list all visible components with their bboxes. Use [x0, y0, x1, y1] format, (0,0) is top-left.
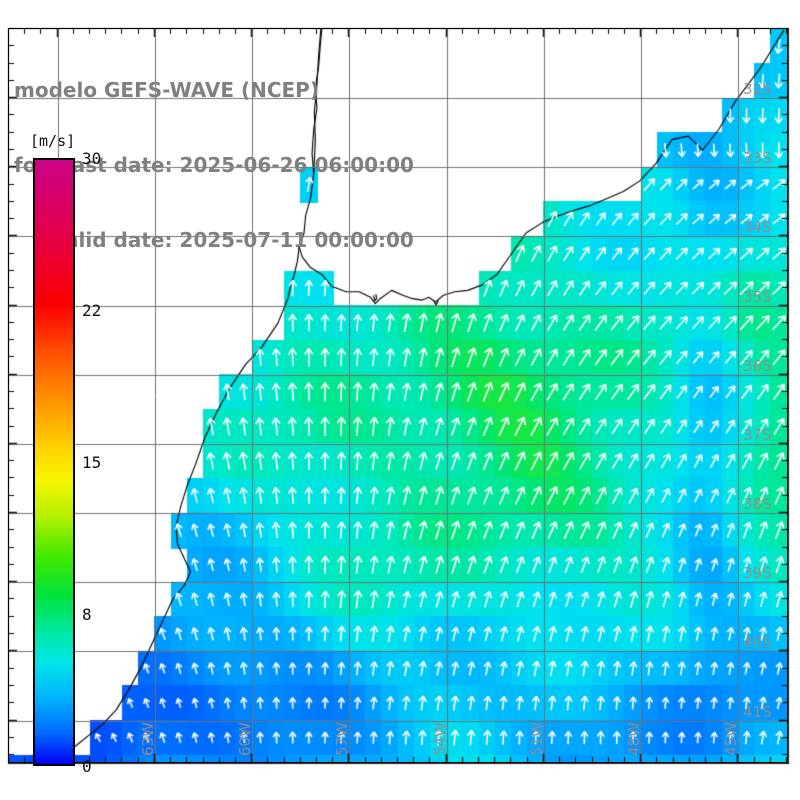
lat-label: 37S [743, 425, 772, 444]
lat-label: 33S [743, 149, 772, 168]
title-line-valid-date: valid date: 2025-07-11 00:00:00 [52, 228, 414, 252]
lat-label: 34S [743, 218, 772, 237]
lon-label: 51W [527, 722, 546, 756]
lat-label: 36S [743, 356, 772, 375]
lat-label: 35S [743, 287, 772, 306]
lat-label: 32S [743, 80, 772, 99]
lon-label: 63W [138, 722, 157, 756]
lon-label: 60W [236, 722, 255, 756]
lat-label: 41S [743, 702, 772, 721]
colorbar-tick-8: 8 [82, 605, 92, 624]
lon-label: 45W [722, 722, 741, 756]
lon-label: 54W [430, 722, 449, 756]
lon-label: 57W [333, 722, 352, 756]
lat-label: 38S [743, 495, 772, 514]
colorbar-tick-30: 30 [82, 149, 102, 168]
colorbar[interactable] [33, 158, 75, 766]
colorbar-gradient [33, 158, 75, 766]
title-line-model: modelo GEFS-WAVE (NCEP) [14, 78, 319, 102]
lat-label: 39S [743, 564, 772, 583]
colorbar-tick-22: 22 [82, 301, 102, 320]
lon-label: 48W [625, 722, 644, 756]
colorbar-unit-label: [m/s] [30, 132, 76, 150]
colorbar-tick-0: 0 [82, 757, 92, 776]
colorbar-tick-15: 15 [82, 453, 102, 472]
lat-label: 40S [743, 633, 772, 652]
